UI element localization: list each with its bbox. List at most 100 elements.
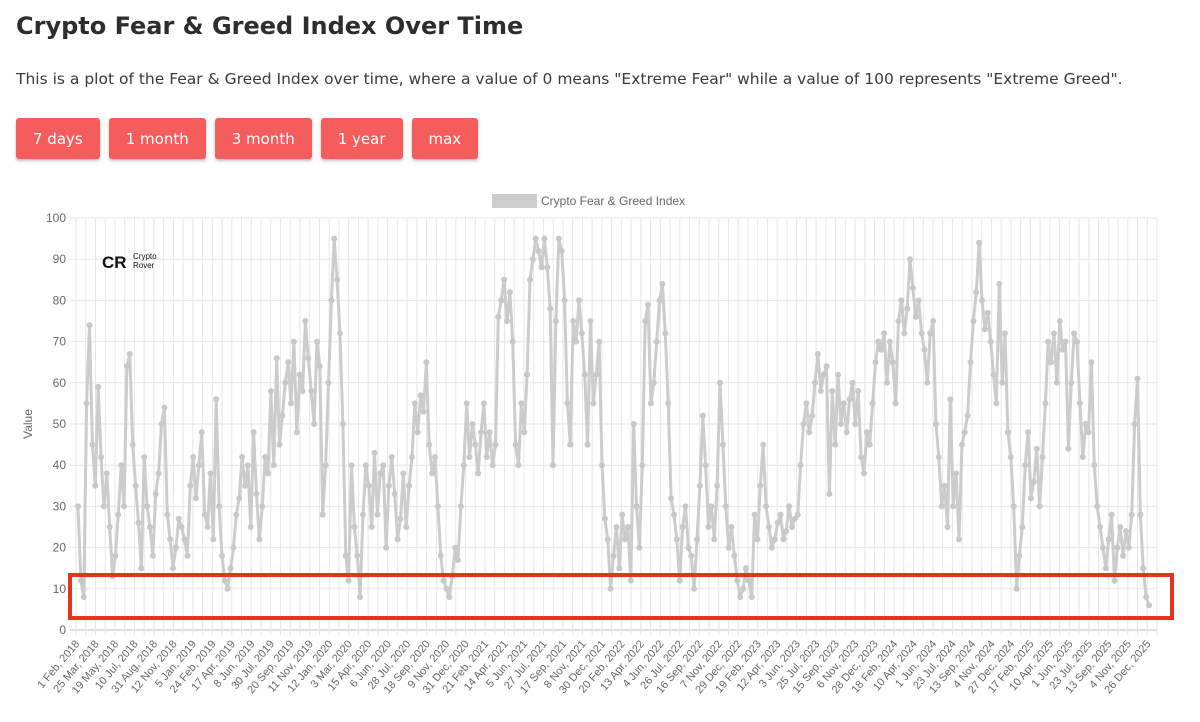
data-point	[469, 421, 476, 427]
data-point	[587, 318, 594, 324]
data-point	[596, 338, 603, 345]
range-button-3-month[interactable]: 3 month	[214, 118, 312, 159]
data-point	[213, 396, 220, 403]
data-point	[230, 544, 237, 551]
data-point	[979, 297, 985, 304]
data-point	[1134, 375, 1141, 382]
data-point	[766, 524, 772, 530]
data-point	[115, 511, 122, 518]
data-point	[740, 585, 747, 592]
data-point	[835, 371, 842, 378]
data-point	[460, 462, 467, 469]
data-point	[204, 524, 211, 530]
data-point	[170, 565, 176, 572]
data-point	[1125, 544, 1132, 551]
data-point	[892, 400, 899, 407]
range-button-max[interactable]: max	[411, 118, 479, 159]
data-point	[532, 235, 539, 242]
data-point	[604, 536, 611, 543]
data-point	[285, 359, 292, 366]
data-point	[1091, 462, 1098, 469]
data-point	[483, 454, 490, 460]
data-point	[457, 503, 464, 510]
data-point	[708, 503, 715, 510]
data-point	[541, 235, 548, 242]
data-point	[1022, 462, 1029, 469]
data-point	[748, 594, 755, 600]
data-point	[365, 482, 372, 489]
data-point	[1056, 318, 1063, 324]
data-point	[1002, 330, 1008, 337]
data-point	[783, 528, 790, 535]
data-point	[884, 379, 890, 386]
data-point	[296, 371, 303, 378]
data-point	[437, 552, 444, 559]
range-button-1-month[interactable]: 1 month	[108, 118, 206, 159]
data-point	[973, 289, 980, 296]
range-button-1-year[interactable]: 1 year	[320, 118, 403, 159]
data-point	[397, 515, 404, 522]
data-point	[400, 470, 407, 477]
data-point	[742, 565, 749, 572]
data-point	[518, 400, 525, 407]
y-tick-label: 30	[53, 499, 67, 513]
data-point	[319, 511, 326, 518]
data-point	[121, 503, 128, 510]
data-point	[273, 355, 280, 362]
data-point	[639, 462, 646, 469]
data-point	[719, 441, 726, 448]
data-point	[662, 330, 669, 337]
data-point	[763, 503, 770, 510]
data-point	[158, 421, 165, 427]
data-point	[757, 482, 764, 489]
data-point	[489, 462, 496, 469]
data-point	[846, 396, 853, 403]
data-point	[918, 330, 925, 337]
data-point	[547, 305, 554, 312]
data-point	[938, 503, 945, 510]
series-line-fear-greed	[76, 237, 1151, 606]
data-point	[178, 524, 185, 530]
data-point	[964, 412, 971, 419]
data-point	[760, 441, 767, 448]
data-point	[622, 536, 628, 543]
data-point	[360, 511, 366, 518]
data-point	[184, 552, 191, 559]
range-button-7-days[interactable]: 7 days	[16, 118, 100, 159]
data-point	[958, 441, 965, 448]
data-point	[187, 482, 194, 489]
data-point	[175, 515, 182, 522]
y-tick-label: 60	[53, 376, 67, 390]
data-point	[242, 482, 248, 489]
data-point	[210, 536, 217, 543]
crypto-rover-logo: CR Crypto Rover	[102, 252, 157, 272]
data-point	[443, 585, 450, 592]
y-tick-label: 20	[53, 541, 67, 555]
data-point	[984, 309, 991, 316]
data-point	[863, 429, 870, 436]
data-point	[1053, 379, 1060, 386]
data-point	[290, 338, 297, 345]
data-point	[440, 577, 447, 584]
data-point	[377, 470, 384, 477]
y-tick-label: 70	[53, 335, 67, 349]
data-point	[345, 577, 352, 584]
data-point	[259, 503, 266, 510]
data-point	[981, 326, 988, 333]
data-point	[420, 408, 427, 415]
data-point	[195, 462, 202, 469]
legend-label: Crypto Fear & Greed Index	[541, 194, 685, 208]
data-point	[262, 454, 269, 460]
data-point	[504, 318, 510, 324]
data-point	[849, 379, 856, 386]
legend[interactable]: Crypto Fear & Greed Index	[492, 194, 685, 208]
data-point	[1131, 421, 1138, 427]
data-point	[722, 503, 729, 510]
data-point	[956, 536, 962, 543]
data-point	[685, 544, 692, 551]
data-point	[1065, 445, 1072, 452]
data-point	[92, 482, 99, 489]
data-point	[1028, 495, 1034, 502]
data-point	[878, 346, 885, 353]
